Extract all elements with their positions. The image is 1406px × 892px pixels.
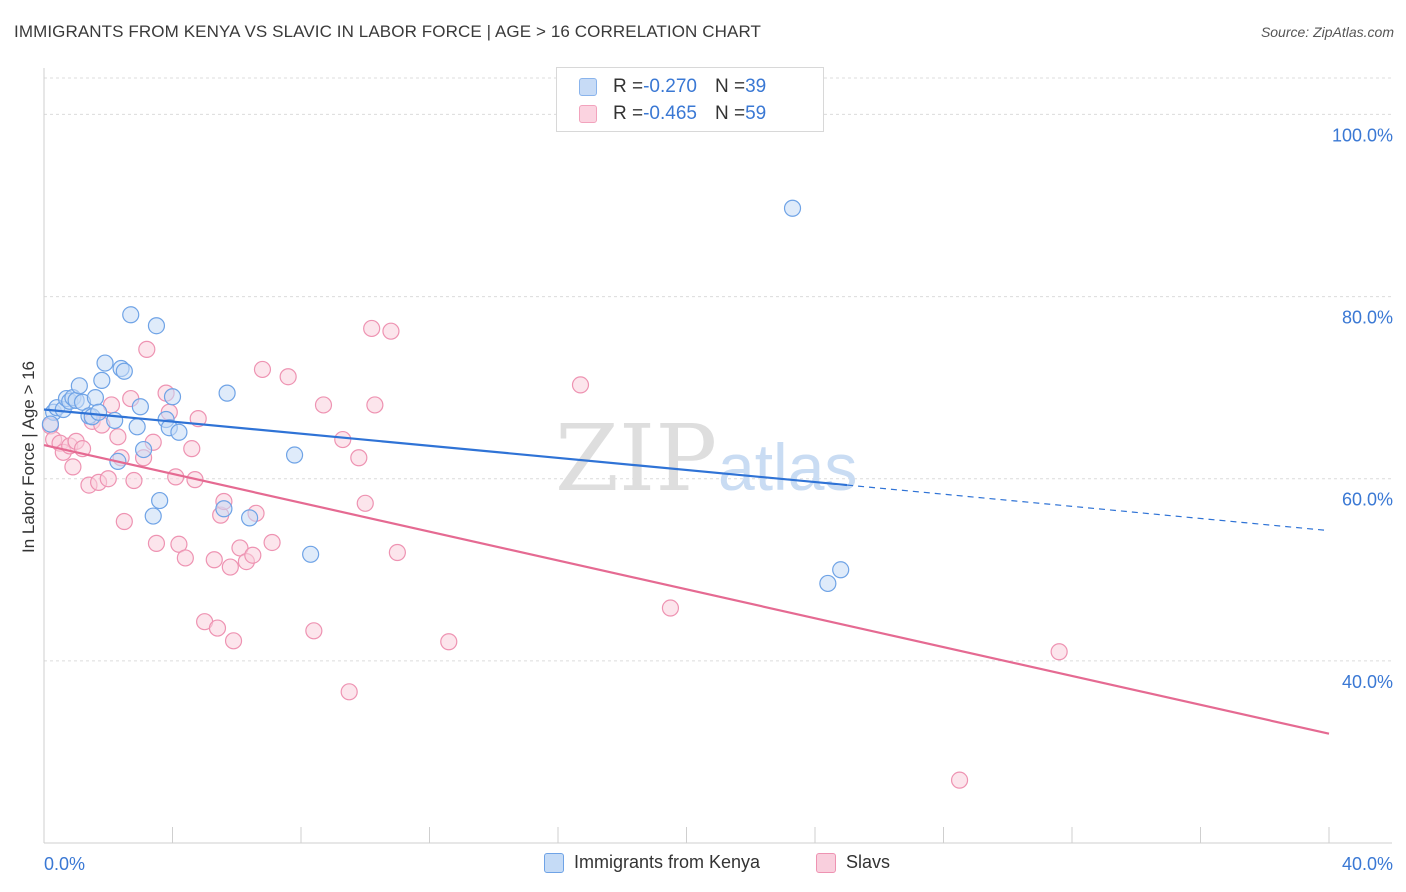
series-swatch-slavs [816, 852, 836, 873]
data-point-slavs [205, 551, 223, 569]
data-point-kenya [128, 418, 146, 436]
data-point-kenya [131, 398, 149, 416]
data-point-slavs [263, 533, 281, 552]
data-point-kenya [90, 403, 108, 421]
legend-swatch-kenya [579, 78, 597, 96]
data-point-kenya [115, 362, 133, 380]
trend-layer [43, 408, 1330, 735]
series-name-kenya: Immigrants from Kenya [574, 852, 761, 872]
data-point-slavs [138, 340, 156, 358]
data-point-kenya [147, 317, 166, 335]
series-swatch-kenya [544, 852, 564, 873]
data-point-slavs [334, 430, 352, 449]
data-point-kenya [163, 388, 182, 406]
data-point-kenya [96, 354, 114, 372]
trend-line-extension [847, 484, 1330, 532]
source-label: Source: ZipAtlas.com [1260, 24, 1394, 40]
legend-n-value: 59 [745, 103, 767, 124]
series-legend-slavs[interactable]: Slavs [816, 852, 890, 873]
data-point-kenya [70, 377, 88, 395]
trend-line-slavs [43, 443, 1330, 735]
stats-legend: R = -0.270 N = 39 R = -0.465 N = 59 [556, 67, 824, 132]
series-legend-kenya[interactable]: Immigrants from Kenya [544, 852, 760, 873]
data-point-slavs [176, 549, 194, 567]
watermark: ZIP atlas [555, 405, 857, 512]
axis-layer: 40.0% 60.0% 80.0% 100.0% 0.0% 40.0% [43, 68, 1393, 874]
watermark-atlas: atlas [718, 430, 857, 504]
legend-r-value: -0.270 [643, 76, 697, 97]
data-point-kenya [218, 384, 236, 402]
data-point-slavs [183, 440, 201, 458]
data-point-slavs [279, 368, 297, 386]
y-tick-label: 60.0% [1342, 490, 1393, 510]
data-point-kenya [832, 561, 850, 579]
data-point-slavs [208, 619, 227, 637]
data-point-slavs [244, 546, 262, 564]
points-layer [41, 199, 1068, 789]
data-point-slavs [115, 512, 133, 531]
data-point-slavs [340, 683, 358, 701]
data-point-kenya [285, 446, 304, 464]
data-point-slavs [363, 319, 381, 338]
y-axis-label: In Labor Force | Age > 16 [19, 361, 38, 553]
data-point-slavs [382, 322, 400, 340]
data-point-slavs [950, 771, 969, 789]
legend-r-value: -0.465 [643, 103, 697, 124]
data-point-kenya [819, 574, 837, 593]
legend-n-label: N = [714, 76, 746, 97]
legend-row-slavs: R = -0.465 N = 59 [579, 101, 766, 127]
data-point-slavs [224, 632, 243, 650]
series-legend: Immigrants from Kenya Slavs [0, 852, 1406, 878]
data-point-slavs [350, 449, 368, 467]
legend-r-label: R = [613, 76, 644, 97]
watermark-zip: ZIP [555, 405, 717, 512]
data-point-slavs [1050, 643, 1068, 661]
data-point-slavs [64, 458, 82, 476]
data-point-slavs [125, 471, 143, 490]
grid-layer [44, 77, 1392, 662]
data-point-slavs [661, 599, 680, 617]
y-tick-label: 100.0% [1332, 125, 1393, 145]
data-point-kenya [93, 371, 111, 389]
y-tick-label: 40.0% [1342, 672, 1393, 692]
data-point-kenya [783, 199, 802, 217]
data-point-kenya [122, 306, 140, 324]
series-name-slavs: Slavs [846, 852, 891, 872]
data-point-kenya [41, 415, 60, 433]
data-point-slavs [147, 534, 166, 552]
data-point-kenya [134, 440, 153, 459]
data-point-slavs [253, 360, 272, 379]
data-point-slavs [314, 396, 333, 414]
x-tick-label: 0.0% [44, 854, 85, 874]
x-tick-label: 40.0% [1342, 854, 1393, 874]
data-point-kenya [302, 545, 320, 563]
legend-r-label: R = [613, 103, 644, 124]
data-point-slavs [221, 558, 239, 576]
y-tick-label: 80.0% [1342, 308, 1393, 328]
data-point-kenya [170, 423, 188, 441]
data-point-slavs [366, 396, 384, 414]
legend-n-label: N = [714, 103, 746, 124]
data-point-kenya [151, 491, 169, 510]
data-point-slavs [571, 376, 590, 394]
data-point-kenya [241, 509, 259, 527]
data-point-slavs [99, 470, 117, 488]
data-point-slavs [305, 622, 323, 640]
data-point-kenya [86, 389, 105, 407]
data-point-kenya [215, 500, 233, 518]
data-point-slavs [440, 633, 458, 651]
chart-title: IMMIGRANTS FROM KENYA VS SLAVIC IN LABOR… [14, 22, 761, 41]
legend-swatch-slavs [579, 105, 597, 123]
data-point-slavs [356, 494, 374, 512]
data-point-slavs [109, 428, 127, 446]
legend-n-value: 39 [745, 76, 767, 97]
trend-line-kenya [43, 408, 848, 487]
data-point-kenya [144, 507, 162, 525]
legend-row-kenya: R = -0.270 N = 39 [579, 74, 766, 100]
data-point-slavs [388, 543, 406, 562]
